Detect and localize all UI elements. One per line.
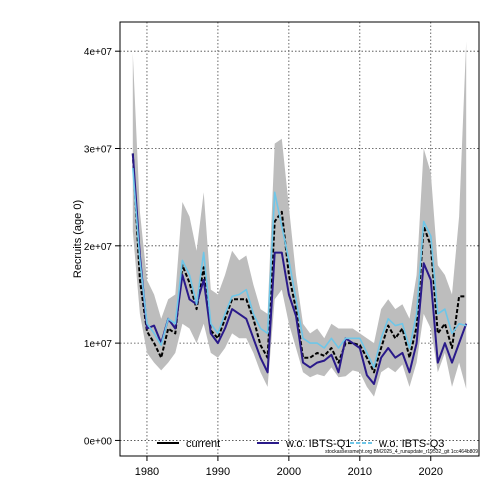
series-line-current: [131, 153, 467, 374]
y-tick-label-2: 2e+07: [84, 242, 113, 253]
legend-label-w-o-ibts-q3: w.o. IBTS-Q3: [378, 438, 444, 450]
series-line-w-o-ibts-q1: [131, 153, 468, 385]
series-layer: [131, 153, 468, 385]
legend: current w.o. IBTS-Q1 w.o. IBTS-Q3: [157, 438, 444, 450]
plot-frame: [119, 21, 480, 457]
x-axis: 1980 1990 2000 2010 2020: [135, 456, 443, 478]
source-note: stockassessment.org BM2025_4_runupdate_r…: [325, 449, 478, 455]
x-tick-label-2020: 2020: [419, 466, 443, 478]
y-tick-label-3: 3e+07: [84, 145, 113, 156]
legend-label-current: current: [186, 438, 220, 450]
x-tick-label-1980: 1980: [135, 466, 159, 478]
x-tick-label-2000: 2000: [277, 466, 301, 478]
confidence-band-layer: [132, 41, 467, 397]
y-tick-label-0: 0e+00: [84, 436, 113, 447]
y-axis-label: Recruits (age 0): [72, 200, 84, 278]
y-tick-label-1: 1e+07: [84, 339, 113, 350]
series-line-w-o-ibts-q3: [132, 167, 467, 369]
confidence-band: [132, 41, 467, 397]
y-tick-label-4: 4e+07: [84, 47, 113, 58]
legend-label-w-o-ibts-q1: w.o. IBTS-Q1: [285, 438, 351, 450]
x-tick-label-2010: 2010: [348, 466, 372, 478]
y-axis: 0e+00 1e+07 2e+07 3e+07 4e+07: [84, 47, 120, 447]
x-tick-label-1990: 1990: [206, 466, 230, 478]
